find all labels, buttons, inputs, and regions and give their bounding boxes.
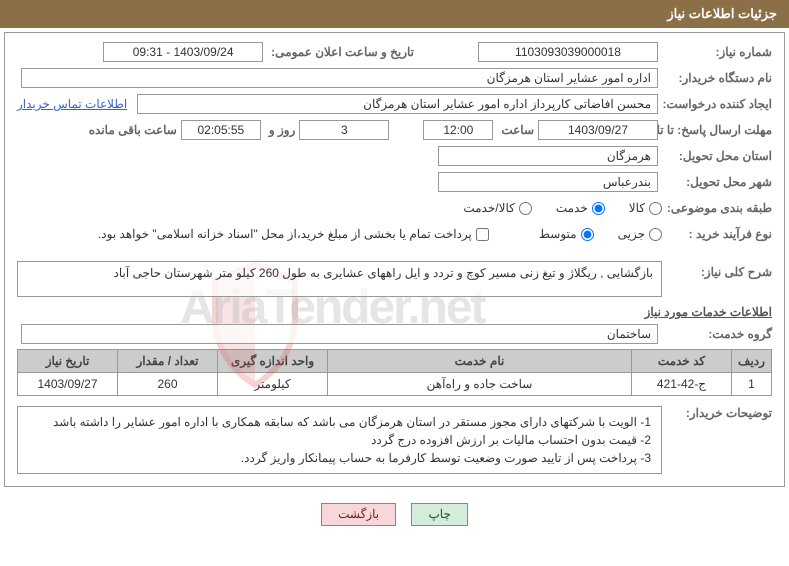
- th-qty: تعداد / مقدار: [118, 350, 218, 373]
- td-row: 1: [732, 373, 772, 396]
- hours-remaining-value: 02:05:55: [181, 120, 261, 140]
- remaining-suffix-label: ساعت باقی مانده: [85, 123, 177, 137]
- description-label: شرح کلی نیاز:: [662, 261, 772, 279]
- need-number-value: 1103093039000018: [478, 42, 658, 62]
- category-radio-group: کالا خدمت کالا/خدمت: [443, 201, 662, 215]
- payment-checkbox[interactable]: [476, 228, 489, 241]
- buyer-note-1: 1- الویت با شرکتهای دارای مجوز مستقر در …: [28, 413, 651, 431]
- th-name: نام خدمت: [328, 350, 632, 373]
- type-medium-radio[interactable]: [581, 228, 594, 241]
- announce-date-value: 1403/09/24 - 09:31: [103, 42, 263, 62]
- type-medium-label: متوسط: [539, 227, 577, 241]
- cat-goods-service-radio[interactable]: [519, 202, 532, 215]
- td-code: ج-42-421: [632, 373, 732, 396]
- announce-date-label: تاریخ و ساعت اعلان عمومی:: [267, 45, 414, 59]
- td-qty: 260: [118, 373, 218, 396]
- print-button[interactable]: چاپ: [411, 503, 467, 526]
- buyer-note-3: 3- پرداخت پس از تایید صورت وضعیت توسط کا…: [28, 449, 651, 467]
- days-and-label: روز و: [265, 123, 296, 137]
- panel-header: جزئیات اطلاعات نیاز: [0, 0, 789, 28]
- category-label: طبقه بندی موضوعی:: [662, 201, 772, 215]
- buyer-notes-label: توضیحات خریدار:: [662, 402, 772, 420]
- service-group-value: ساختمان: [21, 324, 658, 344]
- requester-value: محسن افاضاتی کارپرداز اداره امور عشایر ا…: [137, 94, 658, 114]
- type-minor-label: جزیی: [618, 227, 645, 241]
- th-row: ردیف: [732, 350, 772, 373]
- time-label: ساعت: [497, 123, 534, 137]
- service-group-label: گروه خدمت:: [662, 327, 772, 341]
- buyer-org-value: اداره امور عشایر استان هرمزگان: [21, 68, 658, 88]
- cat-service-label: خدمت: [556, 201, 588, 215]
- buyer-note-2: 2- قیمت بدون احتساب مالیات بر ارزش افزود…: [28, 431, 651, 449]
- delivery-city-value: بندرعباس: [438, 172, 658, 192]
- delivery-city-label: شهر محل تحویل:: [662, 175, 772, 189]
- delivery-province-value: هرمزگان: [438, 146, 658, 166]
- td-date: 1403/09/27: [18, 373, 118, 396]
- purchase-type-label: نوع فرآیند خرید :: [662, 227, 772, 241]
- deadline-label: مهلت ارسال پاسخ: تا تاریخ:: [662, 123, 772, 137]
- th-code: کد خدمت: [632, 350, 732, 373]
- panel-title: جزئیات اطلاعات نیاز: [667, 6, 777, 21]
- th-unit: واحد اندازه گیری: [218, 350, 328, 373]
- payment-note-label: پرداخت تمام یا بخشی از مبلغ خرید،از محل …: [98, 227, 472, 241]
- deadline-time-value: 12:00: [423, 120, 493, 140]
- cat-goods-service-label: کالا/خدمت: [463, 201, 514, 215]
- buyer-notes-box: 1- الویت با شرکتهای دارای مجوز مستقر در …: [17, 406, 662, 474]
- td-name: ساخت جاده و راه‌آهن: [328, 373, 632, 396]
- cat-service-radio[interactable]: [592, 202, 605, 215]
- cat-goods-label: کالا: [629, 201, 645, 215]
- need-number-label: شماره نیاز:: [662, 45, 772, 59]
- td-unit: کیلومتر: [218, 373, 328, 396]
- button-row: چاپ بازگشت: [0, 491, 789, 538]
- cat-goods-radio[interactable]: [649, 202, 662, 215]
- type-minor-radio[interactable]: [649, 228, 662, 241]
- main-content: شماره نیاز: 1103093039000018 تاریخ و ساع…: [4, 32, 785, 487]
- purchase-type-radio-group: جزیی متوسط: [519, 227, 662, 241]
- contact-link[interactable]: اطلاعات تماس خریدار: [17, 97, 127, 111]
- table-row: 1 ج-42-421 ساخت جاده و راه‌آهن کیلومتر 2…: [18, 373, 772, 396]
- back-button[interactable]: بازگشت: [321, 503, 396, 526]
- requester-label: ایجاد کننده درخواست:: [662, 97, 772, 111]
- th-date: تاریخ نیاز: [18, 350, 118, 373]
- description-value: بازگشایی , ریگلاژ و تیغ زنی مسیر کوچ و ت…: [17, 261, 662, 297]
- buyer-org-label: نام دستگاه خریدار:: [662, 71, 772, 85]
- services-table: ردیف کد خدمت نام خدمت واحد اندازه گیری ت…: [17, 349, 772, 396]
- days-remaining-value: 3: [299, 120, 389, 140]
- services-section-title: اطلاعات خدمات مورد نیاز: [17, 305, 772, 319]
- deadline-date-value: 1403/09/27: [538, 120, 658, 140]
- delivery-province-label: استان محل تحویل:: [662, 149, 772, 163]
